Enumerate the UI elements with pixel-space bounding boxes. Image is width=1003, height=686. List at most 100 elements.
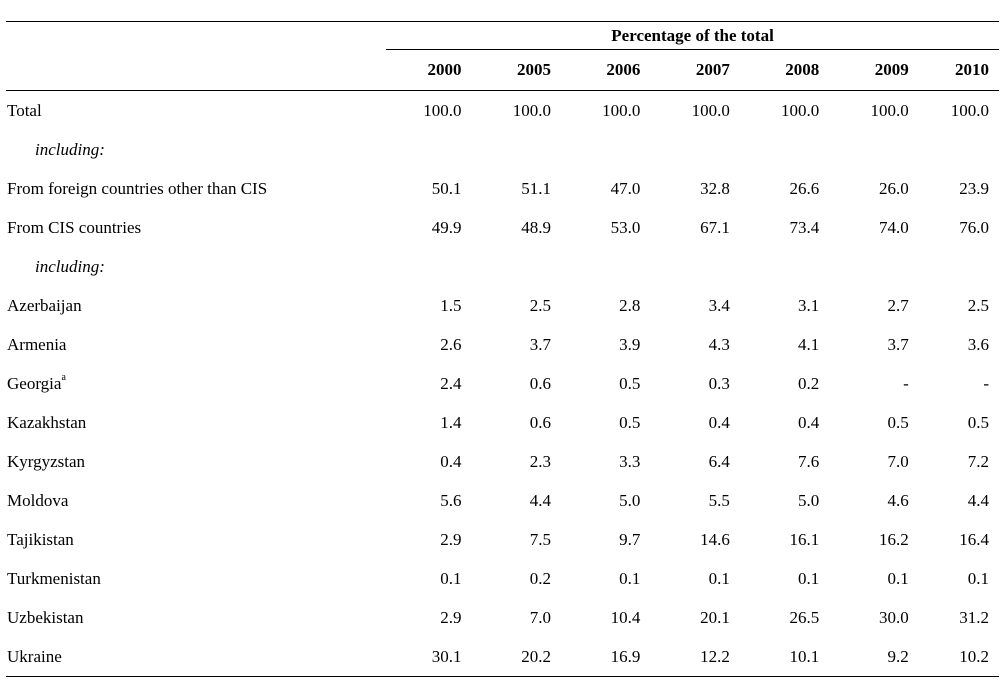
value-cell: 47.0 [610, 178, 641, 198]
value-cell: 7.0 [529, 607, 551, 627]
table-row: including: [6, 130, 999, 169]
year-header-2009: 2009 [833, 49, 923, 91]
value-cell: 3.1 [798, 295, 820, 315]
value-cell: 9.7 [619, 529, 641, 549]
value-cell [386, 130, 475, 169]
value-cell: 0.1 [798, 568, 820, 588]
value-cell: 51.1 [521, 178, 551, 198]
value-cell: 1.5 [440, 295, 462, 315]
table-row: including: [6, 247, 999, 286]
value-cell: 2.9 [440, 607, 462, 627]
value-cell: 100.0 [512, 100, 551, 120]
value-cell: 7.6 [798, 451, 820, 471]
value-cell [565, 130, 654, 169]
row-label-text: Moldova [7, 490, 69, 510]
value-cell: 0.1 [440, 568, 462, 588]
row-label: From foreign countries other than CIS [6, 169, 386, 208]
value-cell: 5.6 [440, 490, 462, 510]
value-cell: 2.5 [967, 295, 989, 315]
value-cell: - [983, 373, 989, 393]
table-row: Kazakhstan 1.4 0.6 0.5 0.4 0.4 0.5 0.5 [6, 403, 999, 442]
row-label-text: From CIS countries [7, 217, 142, 237]
value-cell: 4.6 [887, 490, 909, 510]
value-cell: 2.6 [440, 334, 462, 354]
value-cell: 0.5 [619, 412, 641, 432]
row-label-text: Georgia [7, 373, 62, 393]
year-header-2005: 2005 [475, 49, 565, 91]
value-cell: 0.4 [708, 412, 730, 432]
footnote-marker: a [61, 371, 66, 383]
value-cell: 1.4 [440, 412, 462, 432]
value-cell: 0.1 [887, 568, 909, 588]
value-cell: 49.9 [431, 217, 462, 237]
value-cell: 0.6 [529, 373, 551, 393]
value-cell: 30.0 [878, 607, 909, 627]
value-cell: 26.6 [789, 178, 820, 198]
value-cell: 23.9 [959, 178, 989, 198]
row-label: Moldova [6, 481, 386, 520]
value-cell: 20.1 [700, 607, 730, 627]
row-label: From CIS countries [6, 208, 386, 247]
value-cell: 0.4 [440, 451, 462, 471]
year-header-2008: 2008 [743, 49, 834, 91]
value-cell: 3.7 [887, 334, 909, 354]
value-cell: 3.9 [619, 334, 641, 354]
table-row: Tajikistan 2.9 7.5 9.7 14.6 16.1 16.2 16.4 [6, 520, 999, 559]
value-cell [744, 247, 833, 286]
value-cell: 0.2 [529, 568, 551, 588]
value-cell: 10.4 [610, 607, 641, 627]
table-row: Uzbekistan 2.9 7.0 10.4 20.1 26.5 30.0 31.2 [6, 598, 999, 637]
value-cell: 31.2 [959, 607, 989, 627]
value-cell: 2.4 [440, 373, 462, 393]
value-cell: 100.0 [781, 100, 820, 120]
value-cell [565, 247, 654, 286]
value-cell: 4.1 [798, 334, 820, 354]
value-cell: 50.1 [431, 178, 462, 198]
header-blank-cell [6, 49, 387, 91]
value-cell: 20.2 [475, 637, 565, 677]
value-cell: 9.2 [833, 637, 923, 677]
table-row: From CIS countries 49.9 48.9 53.0 67.1 73.4 74… [6, 208, 999, 247]
row-label-text: Total [7, 100, 42, 120]
row-label: Uzbekistan [6, 598, 386, 637]
value-cell: 7.0 [887, 451, 909, 471]
value-cell: 26.0 [878, 178, 909, 198]
value-cell [654, 130, 743, 169]
table-row: Azerbaijan 1.5 2.5 2.8 3.4 3.1 2.7 2.5 [6, 286, 999, 325]
value-cell: 48.9 [521, 217, 551, 237]
value-cell: 10.1 [743, 637, 834, 677]
value-cell [744, 130, 833, 169]
value-cell: 100.0 [691, 100, 730, 120]
value-cell: 26.5 [789, 607, 820, 627]
year-header-2006: 2006 [564, 49, 655, 91]
value-cell: 0.5 [967, 412, 989, 432]
value-cell: 30.1 [386, 637, 476, 677]
table-row: Georgiaa 2.4 0.6 0.5 0.3 0.2 - - [6, 364, 999, 403]
row-label: including: [6, 247, 386, 286]
value-cell: 4.4 [529, 490, 551, 510]
value-cell: 16.1 [789, 529, 820, 549]
value-cell: 10.2 [922, 637, 999, 677]
table-body: Total 100.0 100.0 100.0 100.0 100.0 100.0 100.0… [6, 91, 999, 677]
row-label: Total [6, 91, 386, 131]
column-group-header: Percentage of the total [386, 22, 999, 50]
value-cell: 4.4 [967, 490, 989, 510]
value-cell [476, 130, 565, 169]
value-cell: 2.7 [887, 295, 909, 315]
value-cell: 0.2 [798, 373, 820, 393]
value-cell [923, 130, 999, 169]
value-cell: 12.2 [654, 637, 744, 677]
value-cell [654, 247, 743, 286]
value-cell: 5.0 [619, 490, 641, 510]
value-cell: 0.5 [887, 412, 909, 432]
row-label-text: Turkmenistan [7, 568, 101, 588]
table-row: Kyrgyzstan 0.4 2.3 3.3 6.4 7.6 7.0 7.2 [6, 442, 999, 481]
row-label: Kyrgyzstan [6, 442, 386, 481]
value-cell: 0.1 [967, 568, 989, 588]
row-label-text: Armenia [7, 334, 67, 354]
value-cell: 0.4 [798, 412, 820, 432]
value-cell: 5.5 [708, 490, 730, 510]
row-label: Kazakhstan [6, 403, 386, 442]
value-cell: 2.8 [619, 295, 641, 315]
value-cell: 74.0 [878, 217, 909, 237]
